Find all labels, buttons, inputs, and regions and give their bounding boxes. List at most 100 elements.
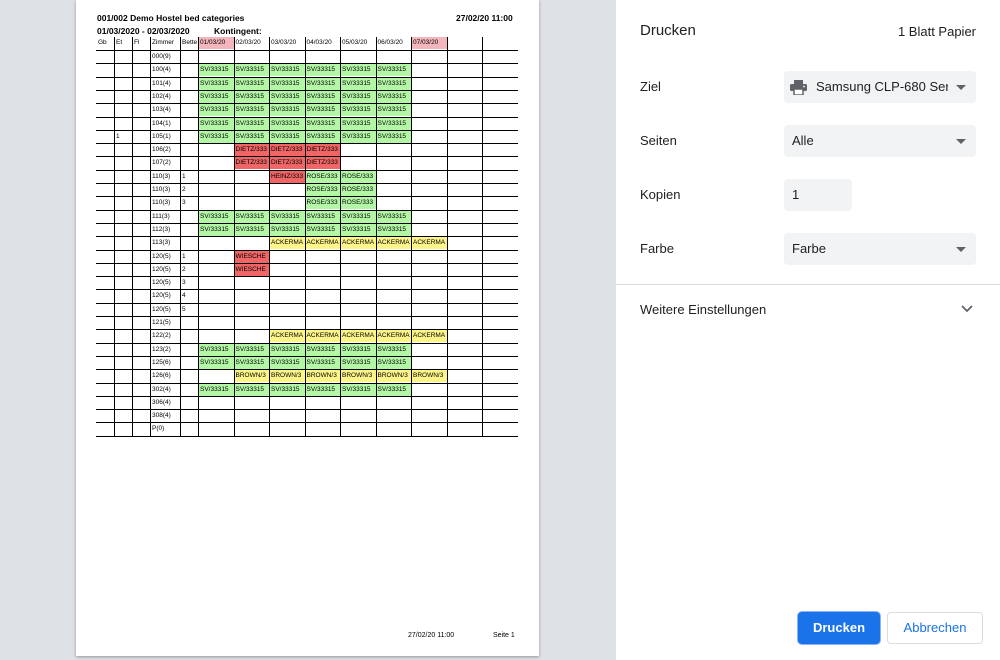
cancel-button[interactable]: Abbrechen — [887, 612, 983, 644]
dialog-title: Drucken — [640, 22, 696, 39]
grid-line — [96, 143, 518, 145]
booking-block: SV/33315 — [341, 223, 376, 236]
grid-line — [340, 37, 341, 436]
booking-block: SV/33315 — [305, 383, 340, 396]
printer-icon — [790, 80, 807, 95]
print-button[interactable]: Drucken — [798, 612, 880, 644]
booking-block: ACKERMA — [376, 330, 411, 343]
booking-block: BROWN/3 — [234, 370, 269, 383]
grid-line — [411, 37, 412, 436]
floor-cell: 1 — [116, 132, 120, 140]
grid-line — [375, 37, 377, 436]
booking-block: SV/33315 — [376, 77, 411, 90]
booking-block: SV/33315 — [376, 343, 411, 356]
grid-line — [96, 63, 518, 65]
booking-block: SV/33315 — [270, 343, 305, 356]
bed-cell: 1 — [182, 252, 186, 260]
page-number: Seite 1 — [493, 632, 515, 639]
booking-block: SV/33315 — [376, 356, 411, 369]
booking-block: SV/33315 — [341, 64, 376, 77]
pages-select[interactable]: Alle — [784, 125, 976, 157]
room-cell: 103(4) — [152, 106, 171, 114]
date-header: 01/03/20 — [198, 37, 234, 49]
booking-block: DIETZ/333 — [270, 144, 305, 157]
destination-value: Samsung CLP-680 Series — [816, 79, 948, 94]
grid-line — [96, 222, 518, 224]
grid-line — [198, 37, 199, 436]
grid-line — [304, 37, 306, 436]
date-header: 04/03/20 — [306, 39, 332, 46]
color-select[interactable]: Farbe — [784, 233, 976, 265]
grid-line — [96, 409, 518, 411]
booking-block: SV/33315 — [199, 210, 234, 223]
booking-block: HEINZ/333 — [270, 170, 305, 183]
booking-block: SV/33315 — [270, 383, 305, 396]
bed-cell: 2 — [182, 265, 186, 273]
booking-block: SV/33315 — [199, 77, 234, 90]
grid-line — [96, 169, 518, 171]
grid-line — [96, 382, 518, 384]
booking-block: SV/33315 — [341, 210, 376, 223]
booking-block: SV/33315 — [199, 90, 234, 103]
booking-block: ACKERMA — [341, 330, 376, 343]
room-cell: 302(4) — [152, 385, 171, 393]
grid-line — [132, 37, 133, 436]
booking-block: ACKERMA — [341, 237, 376, 250]
booking-block: SV/33315 — [341, 77, 376, 90]
destination-label: Ziel — [640, 79, 661, 94]
room-cell: 122(2) — [152, 332, 171, 340]
booking-block: DIETZ/333 — [270, 157, 305, 170]
booking-block: SV/33315 — [270, 77, 305, 90]
booking-grid: Gb Et Fl Zimmer Bette 01/03/20 02/03/20 03/03/2… — [96, 37, 518, 437]
color-value: Farbe — [792, 241, 826, 256]
bed-cell: 4 — [182, 292, 186, 300]
column-header-fl: Fl — [134, 39, 140, 46]
booking-block: ACKERMA — [305, 237, 340, 250]
booking-block: SV/33315 — [199, 117, 234, 130]
grid-line — [96, 196, 518, 198]
room-cell: 120(5) — [152, 265, 171, 273]
grid-line — [96, 89, 518, 91]
room-cell: 120(5) — [152, 305, 171, 313]
chevron-down-icon — [956, 85, 966, 90]
booking-block: SV/33315 — [199, 383, 234, 396]
copies-input[interactable]: 1 — [784, 179, 852, 211]
booking-block: SV/33315 — [199, 343, 234, 356]
room-cell: 123(2) — [152, 345, 171, 353]
chevron-down-icon — [956, 247, 966, 252]
booking-block: ACKERMA — [412, 237, 447, 250]
more-settings-toggle[interactable]: Weitere Einstellungen — [640, 302, 767, 317]
expand-chevron-icon[interactable] — [960, 301, 974, 315]
divider — [616, 284, 1000, 285]
booking-block: WIESCHE — [234, 250, 269, 263]
column-header-betten: Bette — [182, 39, 198, 46]
booking-block: SV/33315 — [270, 117, 305, 130]
grid-line — [96, 422, 518, 424]
destination-select[interactable]: Samsung CLP-680 Series — [784, 71, 976, 103]
column-header-gb: Gb — [98, 39, 107, 46]
booking-block: SV/33315 — [270, 64, 305, 77]
grid-line — [96, 262, 518, 264]
grid-line — [150, 37, 151, 436]
room-cell: 113(3) — [152, 239, 171, 247]
date-header: 07/03/20 — [411, 37, 447, 49]
print-preview-area: 001/002 Demo Hostel bed categories 27/02… — [0, 0, 616, 660]
booking-block: ACKERMA — [305, 330, 340, 343]
grid-line — [96, 369, 518, 371]
booking-block: SV/33315 — [305, 210, 340, 223]
booking-block: SV/33315 — [270, 210, 305, 223]
booking-block: SV/33315 — [376, 130, 411, 143]
booking-block: SV/33315 — [199, 104, 234, 117]
booking-block: SV/33315 — [305, 130, 340, 143]
room-cell: 110(3) — [152, 172, 171, 180]
room-cell: 306(4) — [152, 398, 171, 406]
booking-block: SV/33315 — [270, 104, 305, 117]
booking-block: SV/33315 — [341, 356, 376, 369]
grid-line — [96, 249, 518, 251]
pages-value: Alle — [792, 133, 814, 148]
booking-block: SV/33315 — [305, 64, 340, 77]
color-label: Farbe — [640, 241, 674, 256]
grid-line — [114, 37, 115, 436]
booking-block: SV/33315 — [341, 90, 376, 103]
booking-block: SV/33315 — [376, 383, 411, 396]
